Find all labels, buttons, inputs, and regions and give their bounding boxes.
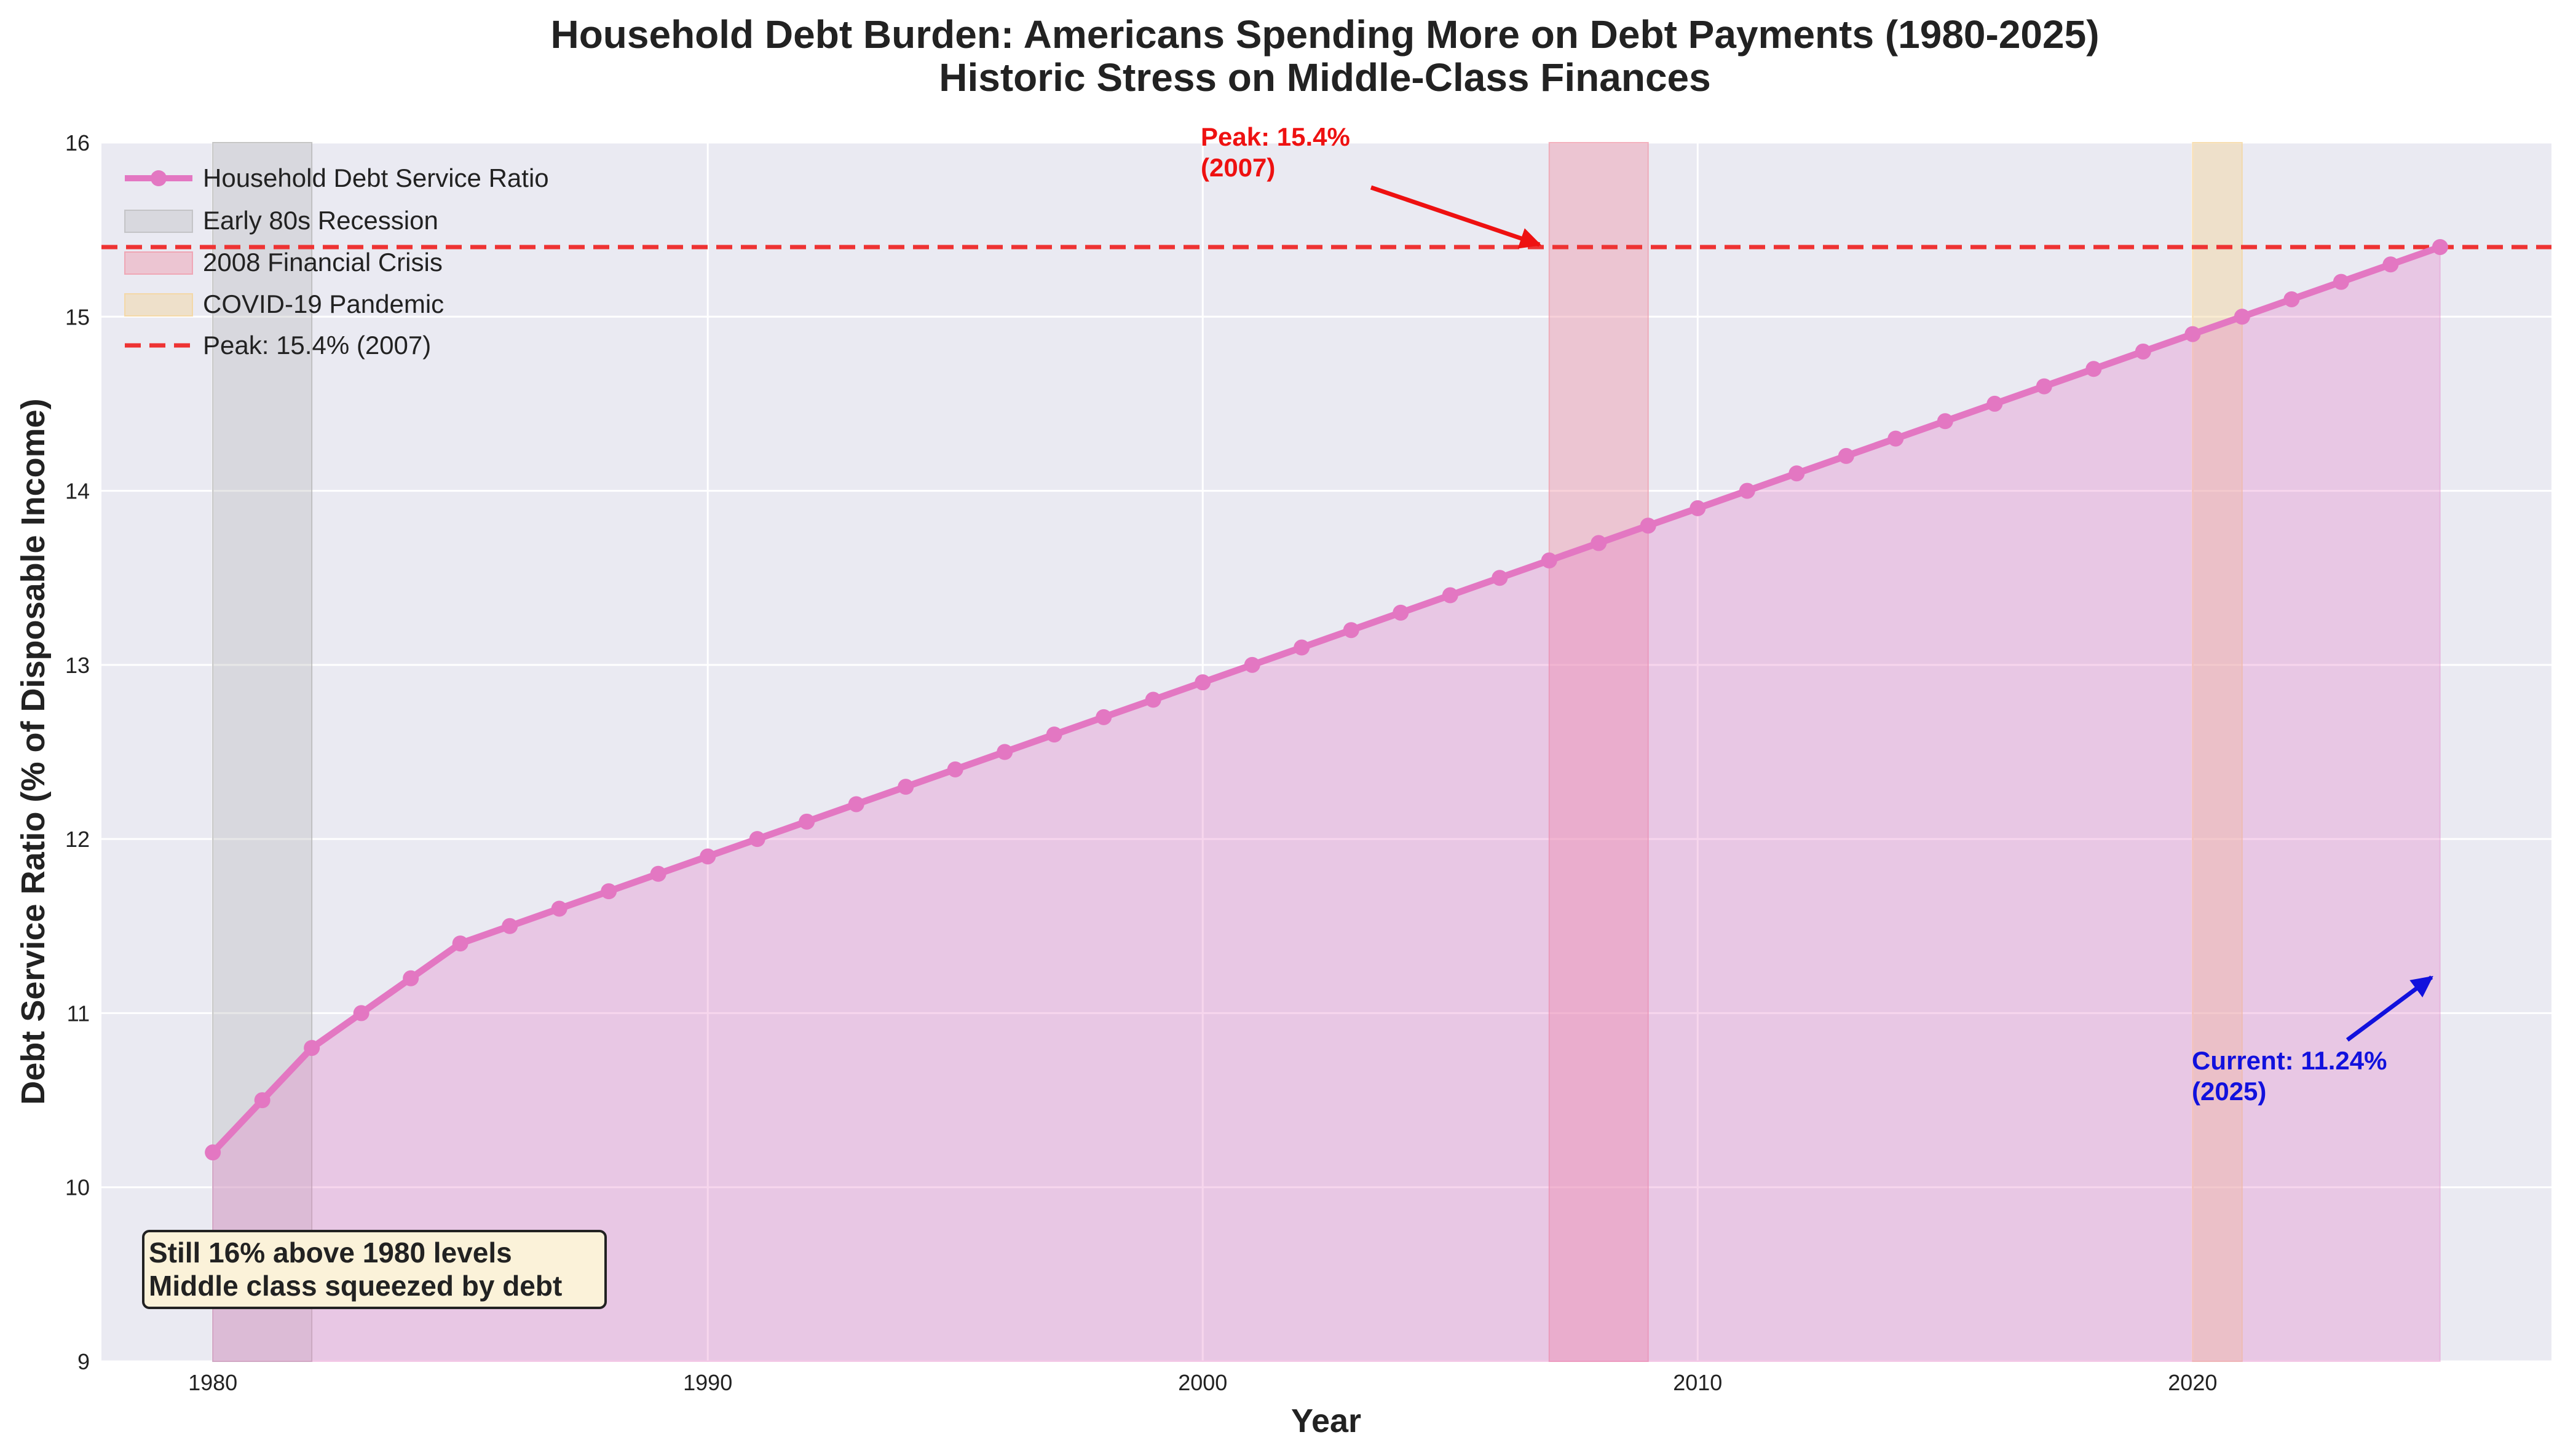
peak-annotation-line-1: Peak: 15.4% [1201, 122, 1350, 151]
note-line-1: Still 16% above 1980 levels [149, 1237, 512, 1269]
data-point [1591, 535, 1607, 551]
y-tick-label: 12 [65, 827, 90, 852]
legend-swatch-recession [124, 210, 193, 233]
current-annotation-line-2: (2025) [2192, 1077, 2266, 1106]
data-point [601, 883, 617, 900]
data-point [1541, 552, 1557, 569]
data-point [1690, 500, 1706, 516]
peak-annotation-line-2: (2007) [1201, 153, 1275, 182]
current-annotation-arrow [2346, 975, 2433, 1042]
data-point [205, 1144, 221, 1161]
data-point [2036, 378, 2052, 395]
y-tick-labels: 9 10 11 12 13 14 15 16 [65, 130, 90, 1374]
data-point [700, 848, 716, 865]
note-box-background [142, 1230, 607, 1309]
data-point [1442, 587, 1458, 604]
shaded-periods [212, 142, 2243, 1362]
data-point [749, 831, 765, 848]
data-point [2283, 291, 2300, 307]
data-point [1492, 570, 1508, 586]
x-tick-label: 2020 [2168, 1370, 2217, 1395]
data-point [1046, 726, 1062, 743]
series-line [209, 243, 2444, 1156]
data-point [254, 1092, 271, 1109]
series-line-group [209, 243, 2444, 1156]
data-point [997, 744, 1013, 760]
data-point [2135, 343, 2151, 360]
data-point [1739, 482, 1755, 499]
data-point [2184, 326, 2201, 342]
data-point [947, 761, 963, 777]
data-point [2333, 273, 2349, 290]
recession-shade [212, 142, 313, 1362]
x-tick-label: 1980 [188, 1370, 237, 1395]
y-tick-label: 10 [65, 1175, 90, 1200]
current-annotation-line-1: Current: 11.24% [2192, 1046, 2387, 1075]
y-tick-label: 11 [67, 1001, 90, 1026]
x-tick-label: 2010 [1673, 1370, 1722, 1395]
chart-subtitle: Historic Stress on Middle-Class Finances [939, 55, 1710, 100]
y-tick-label: 9 [77, 1349, 90, 1374]
data-point [898, 779, 914, 795]
data-point [1937, 413, 1953, 430]
x-tick-label: 1990 [683, 1370, 732, 1395]
financial-crisis-shade [1548, 142, 1649, 1362]
legend: Household Debt Service Ratio Early 80s R… [124, 163, 549, 360]
data-point [353, 1005, 370, 1021]
x-tick-labels: 1980 1990 2000 2010 2020 [188, 1370, 2217, 1395]
data-point [2382, 256, 2399, 273]
y-tick-label: 15 [65, 304, 90, 329]
note-box: Still 16% above 1980 levels Middle class… [142, 1230, 607, 1309]
covid-shade [2192, 142, 2243, 1362]
x-tick-label: 2000 [1178, 1370, 1227, 1395]
legend-label-covid: COVID-19 Pandemic [203, 289, 444, 318]
data-point [1838, 447, 1854, 464]
data-point [1096, 709, 1112, 725]
grid-lines [101, 141, 2551, 1363]
data-point [650, 865, 666, 882]
legend-label-recession: Early 80s Recession [203, 206, 438, 235]
data-point [304, 1040, 320, 1057]
peak-annotation-arrow [1370, 185, 1542, 249]
legend-label-peak-line: Peak: 15.4% (2007) [203, 331, 431, 360]
data-point [848, 796, 864, 813]
data-point [2432, 238, 2448, 255]
data-point [1244, 656, 1260, 673]
data-point [1145, 691, 1161, 708]
data-point [1294, 639, 1310, 656]
data-point [551, 900, 567, 917]
data-point [502, 918, 518, 934]
data-point [1393, 604, 1409, 621]
data-points [205, 238, 2448, 1161]
data-point [799, 813, 815, 830]
legend-marker-series [151, 170, 167, 186]
y-axis-label: Debt Service Ratio (% of Disposable Inco… [15, 398, 52, 1104]
legend-swatch-covid [124, 293, 193, 317]
data-point [1986, 395, 2003, 412]
data-point [452, 935, 468, 952]
legend-label-financial-crisis: 2008 Financial Crisis [203, 248, 443, 277]
data-point [1195, 674, 1211, 691]
data-point [2234, 309, 2250, 325]
legend-swatch-financial-crisis [124, 251, 193, 275]
data-point [1887, 430, 1904, 447]
data-point [1343, 622, 1359, 639]
note-line-2: Middle class squeezed by debt [149, 1270, 562, 1302]
y-tick-label: 14 [65, 479, 90, 504]
chart-title: Household Debt Burden: Americans Spendin… [550, 12, 2099, 57]
data-point [1640, 517, 1656, 534]
x-axis-label: Year [1291, 1403, 1361, 1439]
legend-label-series: Household Debt Service Ratio [203, 163, 549, 192]
data-point [1788, 465, 1805, 482]
y-tick-label: 13 [65, 653, 90, 678]
data-point [2085, 361, 2102, 377]
annotations: Peak: 15.4% (2007) Current: 11.24% (2025… [1201, 122, 2433, 1106]
data-point [403, 970, 419, 986]
y-tick-label: 16 [65, 130, 90, 155]
